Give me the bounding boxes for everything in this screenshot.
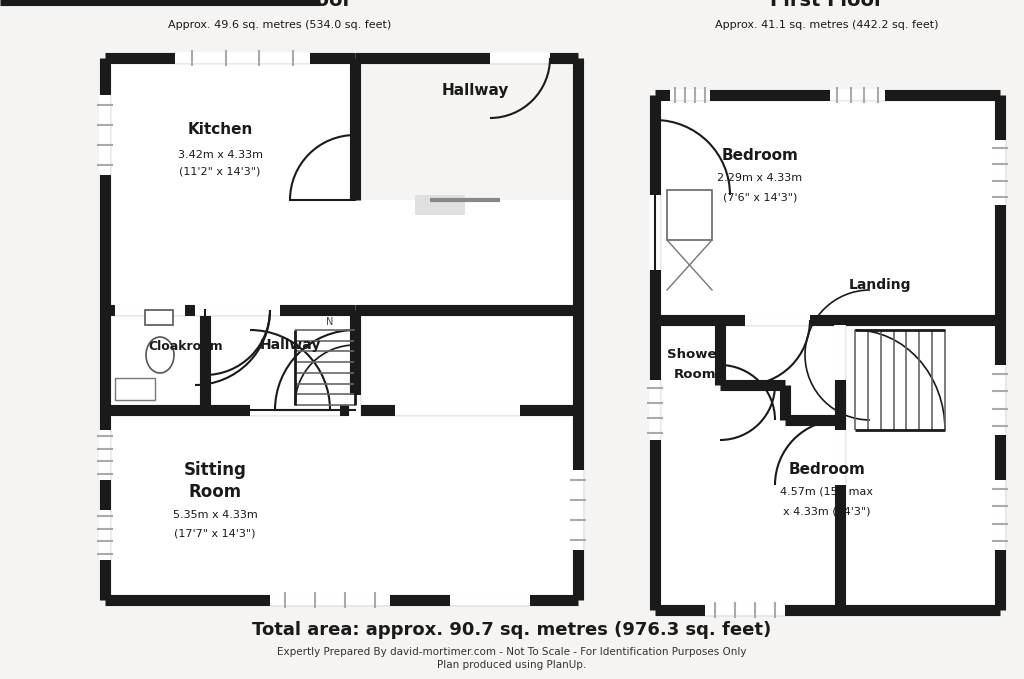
- Bar: [855, 330, 945, 430]
- Bar: [415, 195, 465, 215]
- Bar: [667, 190, 712, 240]
- Text: Ground Floor: Ground Floor: [208, 0, 352, 10]
- Text: Plan produced using PlanUp.: Plan produced using PlanUp.: [437, 660, 587, 670]
- Bar: [655, 95, 1000, 610]
- Bar: [295, 330, 355, 405]
- Text: 4.57m (15') max: 4.57m (15') max: [780, 487, 873, 497]
- Text: 5.35m x 4.33m: 5.35m x 4.33m: [173, 510, 257, 520]
- Text: (17'7" x 14'3"): (17'7" x 14'3"): [174, 528, 256, 538]
- Text: Shower: Shower: [667, 348, 723, 361]
- Ellipse shape: [146, 337, 174, 373]
- Text: x 4.33m (14'3"): x 4.33m (14'3"): [783, 507, 870, 517]
- Bar: [145, 310, 173, 325]
- Text: First Floor: First Floor: [770, 0, 884, 10]
- Text: Approx. 41.1 sq. metres (442.2 sq. feet): Approx. 41.1 sq. metres (442.2 sq. feet): [715, 20, 939, 30]
- Text: (7'6" x 14'3"): (7'6" x 14'3"): [723, 193, 798, 203]
- Text: Bedroom: Bedroom: [788, 462, 865, 477]
- Bar: [115, 378, 155, 400]
- Text: Approx. 49.6 sq. metres (534.0 sq. feet): Approx. 49.6 sq. metres (534.0 sq. feet): [168, 20, 391, 30]
- Text: Total area: approx. 90.7 sq. metres (976.3 sq. feet): Total area: approx. 90.7 sq. metres (976…: [252, 621, 772, 639]
- Text: 3.42m x 4.33m: 3.42m x 4.33m: [177, 150, 262, 160]
- Text: Hallway: Hallway: [441, 83, 509, 98]
- Text: Expertly Prepared By david-mortimer.com - Not To Scale - For Identification Purp: Expertly Prepared By david-mortimer.com …: [278, 647, 746, 657]
- Text: Kitchen: Kitchen: [187, 122, 253, 138]
- Text: Hallway: Hallway: [259, 338, 321, 352]
- Bar: [355, 58, 578, 200]
- Text: Sitting: Sitting: [183, 461, 247, 479]
- Bar: [105, 58, 578, 600]
- Text: Bedroom: Bedroom: [722, 147, 799, 162]
- Text: Room: Room: [674, 369, 716, 382]
- Text: N: N: [327, 317, 334, 327]
- Text: 2.29m x 4.33m: 2.29m x 4.33m: [718, 173, 803, 183]
- Text: (11'2" x 14'3"): (11'2" x 14'3"): [179, 167, 261, 177]
- Text: Cloakroom: Cloakroom: [148, 340, 222, 354]
- Text: Room: Room: [188, 483, 242, 501]
- Text: Landing: Landing: [849, 278, 911, 292]
